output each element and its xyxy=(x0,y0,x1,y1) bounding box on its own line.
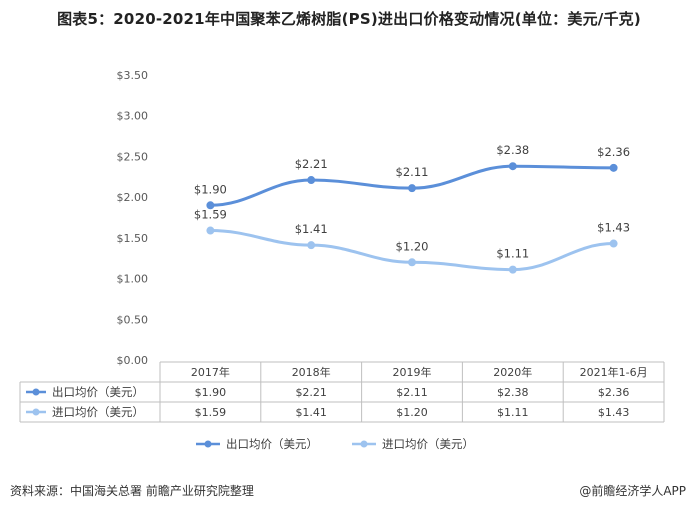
brand-credit: @前瞻经济学人APP xyxy=(579,484,686,498)
data-label: $1.11 xyxy=(496,247,529,261)
legend-marker xyxy=(204,440,212,448)
data-label: $1.43 xyxy=(597,221,630,235)
y-tick-label: $2.00 xyxy=(117,191,149,204)
x-tick-label: 2020年 xyxy=(493,365,532,379)
y-axis: $0.00 $0.50 $1.00 $1.50 $2.00 $2.50 $3.00 $3.50 xyxy=(117,69,149,367)
data-label: $2.11 xyxy=(396,165,429,179)
table-series-key-marker xyxy=(32,408,40,416)
x-tick-label: 2018年 xyxy=(292,365,331,379)
table-cell-value: $1.20 xyxy=(396,406,428,419)
data-point xyxy=(508,265,517,274)
data-label: $2.38 xyxy=(496,143,529,157)
legend: 出口均价（美元） 进口均价（美元） xyxy=(196,437,474,451)
x-tick-label: 2017年 xyxy=(191,365,230,379)
data-point xyxy=(307,176,316,185)
data-point xyxy=(206,201,215,210)
table-cell-value: $2.11 xyxy=(396,386,428,399)
table-cell-value: $1.11 xyxy=(497,406,529,419)
data-point xyxy=(508,162,517,171)
data-label: $1.20 xyxy=(396,239,429,253)
data-point xyxy=(408,184,416,193)
data-label: $1.41 xyxy=(295,222,328,236)
y-tick-label: $1.50 xyxy=(117,232,149,245)
y-tick-label: $3.00 xyxy=(117,110,149,123)
data-point xyxy=(609,163,618,172)
data-label: $2.36 xyxy=(597,145,630,159)
data-point xyxy=(206,226,215,235)
data-label: $2.21 xyxy=(295,157,328,171)
y-tick-label: $2.50 xyxy=(117,150,149,163)
y-tick-label: $1.00 xyxy=(117,273,149,286)
table-cell-value: $1.43 xyxy=(598,406,630,419)
table-cell-value: $1.59 xyxy=(195,406,227,419)
table-cell-value: $2.36 xyxy=(598,386,630,399)
y-tick-label: $0.50 xyxy=(117,313,149,326)
table-series-name: 进口均价（美元） xyxy=(52,405,144,419)
legend-marker xyxy=(360,440,368,448)
table-series-name: 出口均价（美元） xyxy=(52,385,144,399)
table-cell-value: $1.41 xyxy=(295,406,327,419)
x-tick-label: 2019年 xyxy=(393,365,432,379)
data-label: $1.59 xyxy=(194,208,227,222)
y-tick-label: $3.50 xyxy=(117,69,149,82)
y-tick-label: $0.00 xyxy=(117,354,149,367)
data-point xyxy=(609,239,618,248)
data-label: $1.90 xyxy=(194,182,227,196)
data-point xyxy=(307,241,316,250)
table-cell-value: $2.21 xyxy=(295,386,327,399)
series-lines: $1.90 $2.21 $2.11 $2.38 $2.36 $1.59 $1.41 $1.20… xyxy=(194,143,630,274)
chart-title: 图表5：2020-2021年中国聚苯乙烯树脂(PS)进出口价格变动情况(单位：美… xyxy=(57,10,641,28)
legend-label: 进口均价（美元） xyxy=(382,437,474,451)
data-point xyxy=(408,258,416,267)
legend-label: 出口均价（美元） xyxy=(226,437,318,451)
table-series-key-marker xyxy=(32,388,40,396)
table-cell-value: $1.90 xyxy=(195,386,227,399)
source-note: 资料来源：中国海关总署 前瞻产业研究院整理 xyxy=(10,484,254,498)
x-tick-label: 2021年1-6月 xyxy=(580,365,648,379)
table-cell-value: $2.38 xyxy=(497,386,529,399)
